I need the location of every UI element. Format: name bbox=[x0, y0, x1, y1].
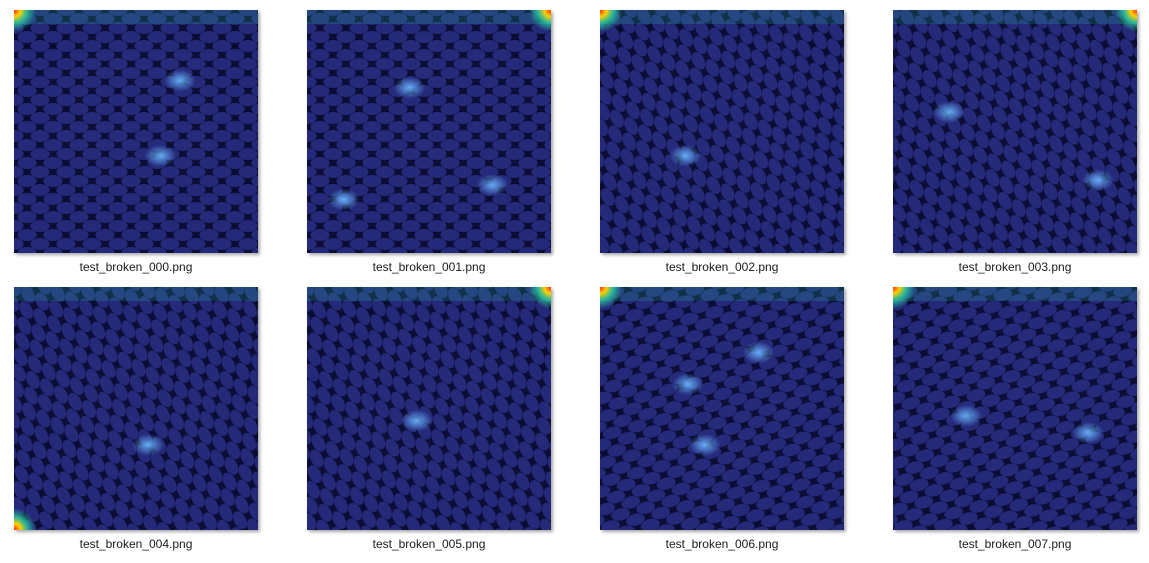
image-thumbnail-icon bbox=[893, 10, 1137, 253]
anomaly-hotspot bbox=[144, 144, 177, 167]
file-thumbnail[interactable] bbox=[893, 10, 1137, 253]
edge-tint bbox=[600, 287, 844, 301]
anomaly-hotspot bbox=[950, 404, 983, 427]
file-item[interactable]: test_broken_003.png bbox=[879, 0, 1139, 275]
anomaly-hotspot bbox=[400, 409, 433, 432]
anomaly-hotspot bbox=[671, 373, 704, 396]
anomaly-hotspot bbox=[163, 69, 196, 92]
anomaly-hotspot bbox=[132, 433, 165, 456]
image-thumbnail-icon bbox=[600, 287, 844, 530]
file-thumbnail[interactable] bbox=[14, 287, 258, 530]
mesh-texture bbox=[307, 10, 551, 253]
anomaly-hotspot bbox=[393, 76, 426, 99]
image-thumbnail-icon bbox=[14, 287, 258, 530]
edge-tint bbox=[307, 10, 551, 24]
mesh-texture bbox=[600, 10, 844, 253]
image-thumbnail-icon bbox=[893, 287, 1137, 530]
file-name-label[interactable]: test_broken_000.png bbox=[79, 260, 193, 274]
anomaly-hotspot bbox=[933, 101, 966, 124]
file-item[interactable]: test_broken_002.png bbox=[586, 0, 846, 275]
edge-tint bbox=[14, 10, 258, 24]
mesh-texture bbox=[600, 287, 844, 530]
file-name-label[interactable]: test_broken_004.png bbox=[79, 537, 193, 551]
file-thumbnail[interactable] bbox=[307, 287, 551, 530]
file-item[interactable]: test_broken_001.png bbox=[293, 0, 553, 275]
file-item[interactable]: test_broken_007.png bbox=[879, 277, 1139, 552]
edge-tint bbox=[893, 10, 1137, 24]
heat-corner-top-left bbox=[600, 287, 622, 309]
edge-tint bbox=[893, 287, 1137, 301]
heat-corner-bottom-left bbox=[14, 508, 36, 530]
anomaly-hotspot bbox=[688, 433, 721, 456]
file-name-label[interactable]: test_broken_005.png bbox=[372, 537, 486, 551]
mesh-texture bbox=[893, 10, 1137, 253]
anomaly-hotspot bbox=[327, 188, 360, 211]
file-name-label[interactable]: test_broken_002.png bbox=[665, 260, 779, 274]
anomaly-hotspot bbox=[476, 173, 509, 196]
mesh-texture bbox=[307, 287, 551, 530]
edge-tint bbox=[600, 10, 844, 24]
file-name-label[interactable]: test_broken_007.png bbox=[958, 537, 1072, 551]
file-name-label[interactable]: test_broken_006.png bbox=[665, 537, 779, 551]
anomaly-hotspot bbox=[742, 341, 775, 364]
heat-corner-top-left bbox=[14, 10, 36, 32]
anomaly-hotspot bbox=[1072, 421, 1105, 444]
heat-corner-top-right bbox=[529, 287, 551, 309]
file-thumbnail[interactable] bbox=[600, 10, 844, 253]
file-item[interactable]: test_broken_006.png bbox=[586, 277, 846, 552]
image-thumbnail-icon bbox=[14, 10, 258, 253]
file-thumbnail[interactable] bbox=[307, 10, 551, 253]
edge-tint bbox=[14, 287, 258, 301]
file-name-label[interactable]: test_broken_003.png bbox=[958, 260, 1072, 274]
image-thumbnail-icon bbox=[307, 10, 551, 253]
heat-corner-top-left bbox=[893, 287, 915, 309]
file-item[interactable]: test_broken_004.png bbox=[0, 277, 260, 552]
heat-corner-top-left bbox=[600, 10, 622, 32]
file-thumbnail[interactable] bbox=[600, 287, 844, 530]
file-item[interactable]: test_broken_005.png bbox=[293, 277, 553, 552]
anomaly-hotspot bbox=[1081, 169, 1114, 192]
mesh-texture bbox=[14, 287, 258, 530]
file-thumbnail[interactable] bbox=[14, 10, 258, 253]
edge-tint bbox=[307, 287, 551, 301]
heat-corner-top-right bbox=[529, 10, 551, 32]
heat-corner-top-right bbox=[1115, 10, 1137, 32]
image-thumbnail-icon bbox=[307, 287, 551, 530]
mesh-texture bbox=[14, 10, 258, 253]
anomaly-hotspot bbox=[669, 144, 702, 167]
image-thumbnail-icon bbox=[600, 10, 844, 253]
file-item[interactable]: test_broken_000.png bbox=[0, 0, 260, 275]
mesh-texture bbox=[893, 287, 1137, 530]
file-name-label[interactable]: test_broken_001.png bbox=[372, 260, 486, 274]
file-thumbnail[interactable] bbox=[893, 287, 1137, 530]
